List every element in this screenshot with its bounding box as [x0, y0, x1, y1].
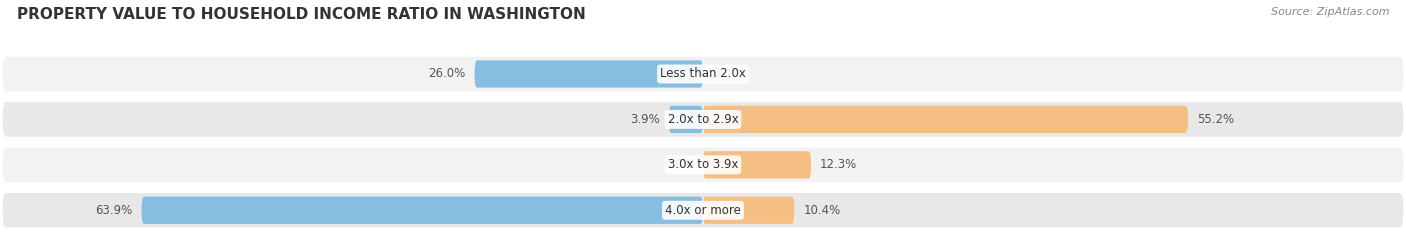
FancyBboxPatch shape	[3, 147, 1403, 182]
Text: 3.0x to 3.9x: 3.0x to 3.9x	[668, 158, 738, 171]
FancyBboxPatch shape	[703, 197, 794, 224]
FancyBboxPatch shape	[142, 197, 703, 224]
Text: PROPERTY VALUE TO HOUSEHOLD INCOME RATIO IN WASHINGTON: PROPERTY VALUE TO HOUSEHOLD INCOME RATIO…	[17, 7, 586, 22]
Text: 2.0x to 2.9x: 2.0x to 2.9x	[668, 113, 738, 126]
FancyBboxPatch shape	[703, 151, 811, 178]
Text: 12.3%: 12.3%	[820, 158, 858, 171]
FancyBboxPatch shape	[669, 106, 703, 133]
FancyBboxPatch shape	[3, 193, 1403, 228]
Text: 26.0%: 26.0%	[429, 68, 465, 80]
Text: 63.9%: 63.9%	[96, 204, 132, 217]
Text: 3.9%: 3.9%	[630, 113, 659, 126]
FancyBboxPatch shape	[703, 106, 1188, 133]
FancyBboxPatch shape	[3, 57, 1403, 91]
Text: 0.0%: 0.0%	[711, 68, 741, 80]
Text: 10.4%: 10.4%	[803, 204, 841, 217]
Text: 4.0x or more: 4.0x or more	[665, 204, 741, 217]
Text: 55.2%: 55.2%	[1197, 113, 1234, 126]
Text: Source: ZipAtlas.com: Source: ZipAtlas.com	[1271, 7, 1389, 17]
FancyBboxPatch shape	[475, 60, 703, 88]
Text: Less than 2.0x: Less than 2.0x	[659, 68, 747, 80]
Text: 0.0%: 0.0%	[665, 158, 695, 171]
FancyBboxPatch shape	[3, 102, 1403, 137]
